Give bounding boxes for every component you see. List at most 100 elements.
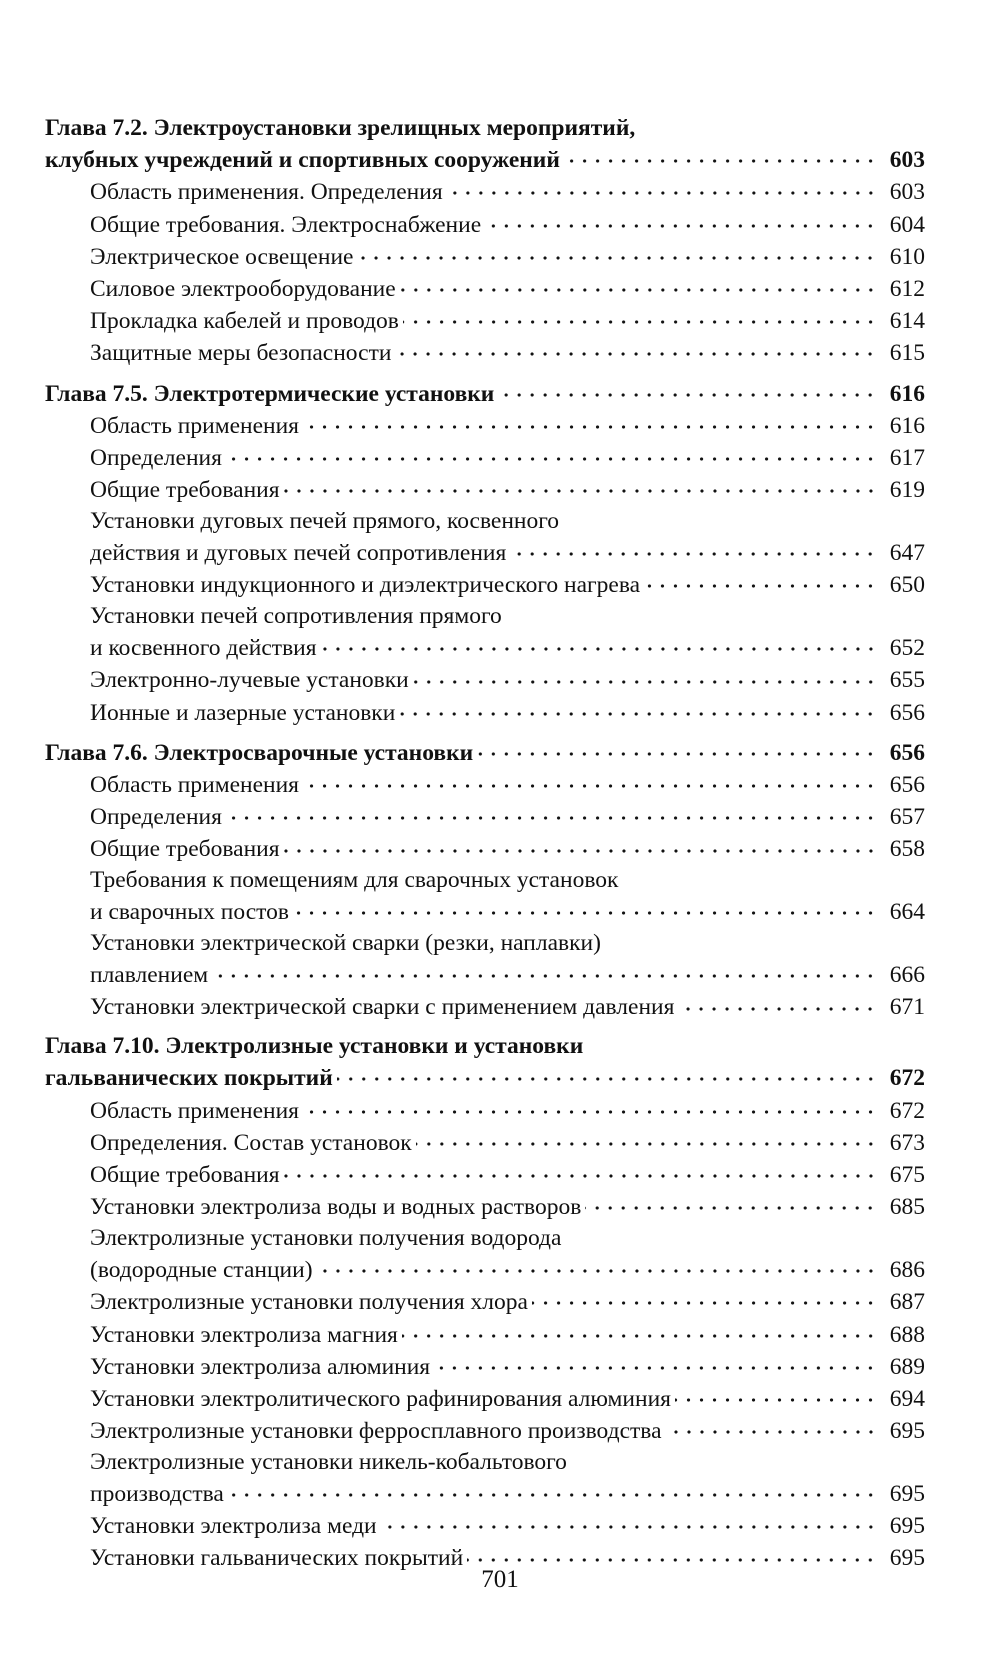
dot-leader xyxy=(401,1318,877,1342)
entry-title: Установки электролиза алюминия xyxy=(90,1353,431,1380)
entry-page-number: 671 xyxy=(889,994,925,1021)
chapter-heading[interactable]: Глава 7.2. Электроустановки зрелищных ме… xyxy=(45,113,925,176)
toc-entry[interactable]: Область применения. Определения 603 xyxy=(45,175,925,208)
entry-title: производства xyxy=(90,1481,224,1508)
toc-entry[interactable]: Прокладка кабелей и проводов 614 xyxy=(45,304,925,337)
entry-title: Глава 7.5. Электротермические установки xyxy=(45,380,495,407)
toc-entry[interactable]: Область применения 616 xyxy=(45,409,925,441)
toc-entry[interactable]: Электролизные установки никель-кобальтов… xyxy=(45,1447,925,1510)
dot-leader xyxy=(498,377,877,401)
entry-title: Установки гальванических покрытий xyxy=(90,1545,464,1572)
dot-leader xyxy=(510,536,877,561)
chapter-heading[interactable]: Глава 7.5. Электротермические установки 6… xyxy=(45,377,925,409)
table-of-contents: Глава 7.2. Электроустановки зрелищных ме… xyxy=(45,113,925,1582)
dot-leader xyxy=(227,1477,877,1502)
toc-entry[interactable]: Установки электролитического рафинирован… xyxy=(45,1382,925,1414)
entry-title: Область применения. Определения xyxy=(90,179,443,206)
toc-entry[interactable]: Установки дуговых печей прямого, косвенн… xyxy=(45,506,925,569)
entry-title: Электролизные установки никель-кобальтов… xyxy=(90,1448,567,1475)
entry-title: действия и дуговых печей сопротивления xyxy=(90,540,507,567)
toc-chapter: Глава 7.5. Электротермические установки 6… xyxy=(45,377,925,728)
entry-title: Глава 7.10. Электролизные установки и ус… xyxy=(45,1033,584,1060)
chapter-heading[interactable]: Глава 7.6. Электросварочные установки 656 xyxy=(45,736,925,768)
entry-page-number: 610 xyxy=(889,243,925,270)
toc-entry[interactable]: Установки электрической сварки (резки, н… xyxy=(45,928,925,991)
entry-title: плавлением xyxy=(90,962,209,989)
entry-title: Установки электролиза меди xyxy=(90,1513,377,1540)
toc-entry[interactable]: Общие требования 658 xyxy=(45,832,925,865)
dot-leader xyxy=(399,272,877,297)
toc-entry[interactable]: Установки печей сопротивления прямого и к… xyxy=(45,601,925,664)
dot-leader xyxy=(336,1061,877,1086)
toc-entry[interactable]: Установки электрической сварки с примене… xyxy=(45,990,925,1023)
dot-leader xyxy=(283,473,877,498)
toc-entry[interactable]: Защитные меры безопасности 615 xyxy=(45,336,925,369)
dot-leader xyxy=(225,800,877,825)
toc-entry[interactable]: Определения 617 xyxy=(45,441,925,474)
toc-entry[interactable]: Электролизные установки ферросплавного п… xyxy=(45,1414,925,1447)
entry-title: Установки индукционного и диэлектрическо… xyxy=(90,572,641,599)
entry-title: Определения. Состав установок xyxy=(90,1129,412,1156)
entry-page-number: 658 xyxy=(889,836,925,863)
dot-leader xyxy=(477,736,877,760)
toc-entry[interactable]: Установки электролиза магния 688 xyxy=(45,1318,925,1350)
entry-title: Установки электролиза воды и водных раст… xyxy=(90,1194,582,1221)
toc-entry[interactable]: Область применения 672 xyxy=(45,1094,925,1126)
entry-page-number: 603 xyxy=(889,147,925,174)
dot-leader xyxy=(399,696,877,720)
toc-chapter: Глава 7.2. Электроустановки зрелищных ме… xyxy=(45,113,925,369)
dot-leader xyxy=(415,1126,877,1150)
toc-chapter: Глава 7.10. Электролизные установки и ус… xyxy=(45,1031,925,1574)
dot-leader xyxy=(283,832,877,857)
entry-page-number: 656 xyxy=(889,699,925,726)
toc-entry[interactable]: Общие требования. Электроснабжение 604 xyxy=(45,208,925,240)
toc-entry[interactable]: Электролизные установки получения хлора 6… xyxy=(45,1285,925,1318)
entry-page-number: 604 xyxy=(889,211,925,238)
entry-page-number: 673 xyxy=(889,1129,925,1156)
toc-entry[interactable]: Установки электролиза воды и водных раст… xyxy=(45,1190,925,1223)
toc-entry[interactable]: Силовое электрооборудование 612 xyxy=(45,272,925,305)
toc-entry[interactable]: Электролизные установки получения водоро… xyxy=(45,1223,925,1286)
entry-page-number: 695 xyxy=(889,1481,925,1508)
entry-page-number: 689 xyxy=(889,1353,925,1380)
dot-leader xyxy=(678,990,877,1015)
entry-page-number: 695 xyxy=(889,1513,925,1540)
toc-entry[interactable]: Электронно-лучевые установки 655 xyxy=(45,663,925,696)
toc-chapter: Глава 7.6. Электросварочные установки 656… xyxy=(45,736,925,1023)
entry-title: Определения xyxy=(90,445,222,472)
entry-page-number: 656 xyxy=(889,772,925,799)
dot-leader xyxy=(446,175,877,200)
dot-leader xyxy=(434,1350,877,1374)
entry-title: Установки электрической сварки с примене… xyxy=(90,994,675,1021)
toc-entry[interactable]: Электрическое освещение 610 xyxy=(45,240,925,272)
dot-leader xyxy=(320,631,877,656)
dot-leader xyxy=(563,143,877,168)
entry-page-number: 652 xyxy=(889,635,925,662)
dot-leader xyxy=(225,441,877,466)
entry-title: Определения xyxy=(90,804,222,831)
entry-page-number: 694 xyxy=(889,1385,925,1412)
toc-entry[interactable]: Область применения 656 xyxy=(45,768,925,801)
entry-title: Ионные и лазерные установки xyxy=(90,699,396,726)
entry-title: Силовое электрооборудование xyxy=(90,276,396,303)
toc-entry[interactable]: Установки индукционного и диэлектрическо… xyxy=(45,568,925,601)
entry-title: Установки дуговых печей прямого, косвенн… xyxy=(90,507,560,534)
entry-page-number: 614 xyxy=(889,308,925,335)
dot-leader xyxy=(485,208,877,232)
chapter-heading[interactable]: Глава 7.10. Электролизные установки и ус… xyxy=(45,1031,925,1094)
entry-title: и косвенного действия xyxy=(90,635,317,662)
toc-entry[interactable]: Общие требования 619 xyxy=(45,473,925,506)
toc-entry[interactable]: Установки гальванических покрытий 695 xyxy=(45,1541,925,1574)
entry-page-number: 615 xyxy=(889,340,925,367)
entry-title: Установки печей сопротивления прямого xyxy=(90,603,502,630)
entry-page-number: 672 xyxy=(889,1097,925,1124)
toc-entry[interactable]: Общие требования 675 xyxy=(45,1158,925,1191)
toc-entry[interactable]: Установки электролиза алюминия 689 xyxy=(45,1350,925,1382)
dot-leader xyxy=(402,304,877,329)
toc-entry[interactable]: Установки электролиза меди 695 xyxy=(45,1509,925,1542)
entry-page-number: 664 xyxy=(889,899,925,926)
toc-entry[interactable]: Определения 657 xyxy=(45,800,925,833)
toc-entry[interactable]: Требования к помещениям для сварочных ус… xyxy=(45,865,925,928)
toc-entry[interactable]: Определения. Состав установок 673 xyxy=(45,1126,925,1158)
toc-entry[interactable]: Ионные и лазерные установки 656 xyxy=(45,696,925,728)
